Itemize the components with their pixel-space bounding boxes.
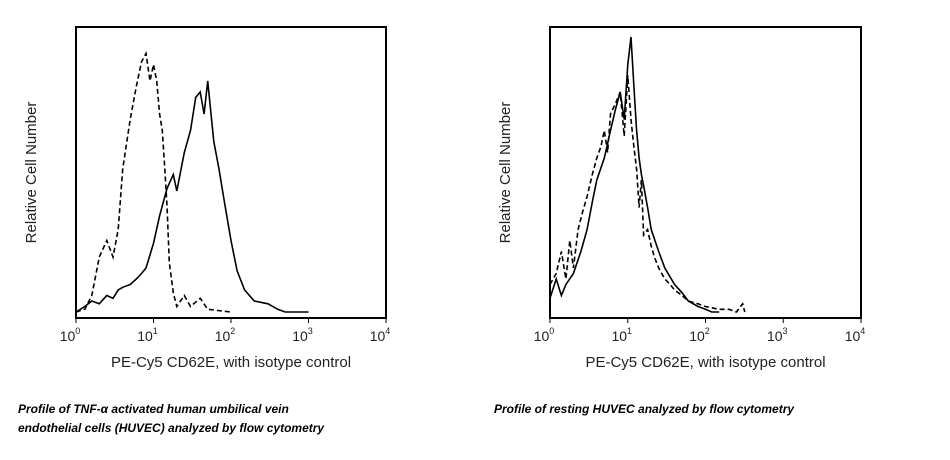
right-histogram-chart: 100 101 102 103 104 PE-Cy5 CD62E, with isotyp…: [497, 26, 866, 371]
plot-frame: [75, 26, 387, 319]
x-tick-label: 104: [370, 326, 391, 344]
right-caption: Profile of resting HUVEC analyzed by flo…: [494, 402, 795, 416]
x-tick-label: 103: [767, 326, 788, 344]
x-axis-label: PE-Cy5 CD62E, with isotype control: [111, 354, 351, 371]
left-histogram-chart: 100 101 102 103 104 PE-Cy5 CD62E, with isotyp…: [23, 26, 391, 371]
left-histogram-panel: 100 101 102 103 104 PE-Cy5 CD62E, with isotyp…: [0, 0, 430, 400]
isotype-control-histogram-dashed: [75, 51, 232, 313]
x-tick-label: 103: [292, 326, 313, 344]
x-axis-label: PE-Cy5 CD62E, with isotype control: [585, 354, 825, 371]
y-axis-label: Relative Cell Number: [23, 102, 40, 244]
right-histogram-panel: 100 101 102 103 104 PE-Cy5 CD62E, with isotyp…: [475, 0, 905, 400]
x-tick-label: 102: [215, 326, 236, 344]
y-axis-label: Relative Cell Number: [497, 102, 514, 244]
plot-frame: [549, 26, 862, 319]
x-tick-label: 100: [60, 326, 81, 344]
cd62e-histogram-solid: [549, 36, 720, 313]
cd62e-histogram-solid: [75, 80, 309, 313]
x-tick-label: 100: [534, 326, 555, 344]
left-caption: Profile of TNF-α activated human umbilic…: [18, 402, 325, 435]
x-tick-label: 102: [689, 326, 710, 344]
x-tick-label: 104: [845, 326, 866, 344]
x-tick-label: 101: [611, 326, 632, 344]
x-tick-label: 101: [137, 326, 158, 344]
